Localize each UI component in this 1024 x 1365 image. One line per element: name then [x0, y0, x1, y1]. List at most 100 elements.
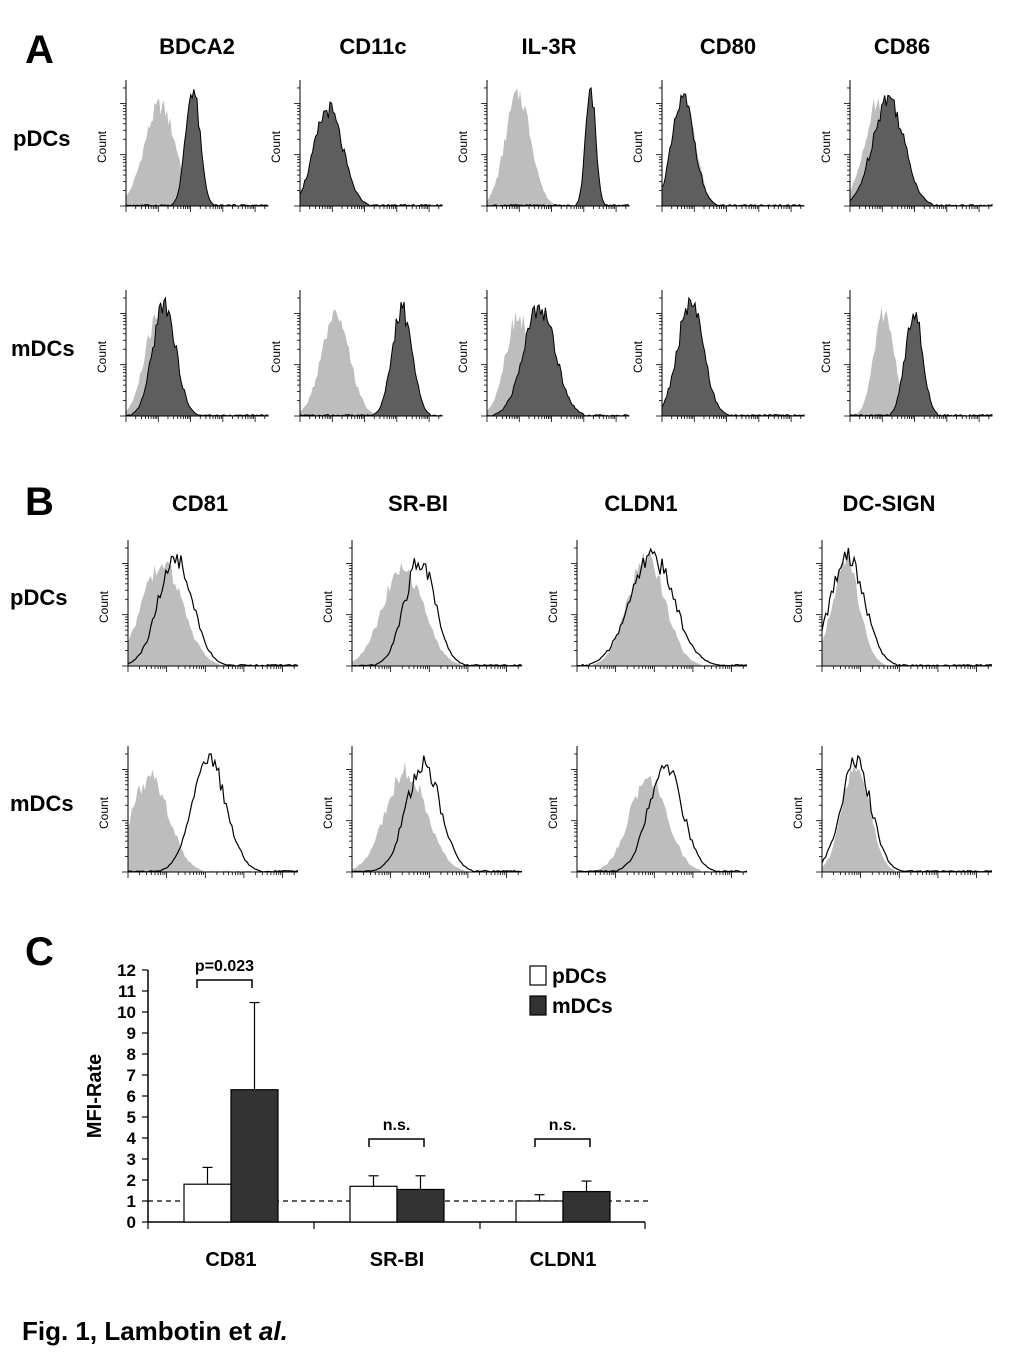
- count-axis-label: Count: [269, 130, 283, 163]
- panel-a-letter: A: [25, 28, 54, 72]
- panel-b-row-label: pDCs: [10, 585, 68, 610]
- count-axis-label: Count: [546, 796, 560, 829]
- significance-label: p=0.023: [195, 958, 254, 975]
- isotype-histogram: [128, 561, 298, 666]
- count-axis-label: Count: [631, 130, 645, 163]
- isotype-histogram: [352, 761, 522, 872]
- y-tick-label: 5: [127, 1108, 136, 1127]
- isotype-histogram: [487, 88, 629, 206]
- bar-mdcs: [562, 1190, 611, 1223]
- count-axis-label: Count: [269, 340, 283, 373]
- marker-histogram: [661, 93, 805, 207]
- x-category-label: CLDN1: [530, 1249, 597, 1271]
- significance-label: n.s.: [383, 1117, 411, 1134]
- panel-a-column-header: CD11c: [339, 34, 407, 59]
- y-tick-label: 2: [127, 1171, 136, 1190]
- count-axis-label: Count: [456, 130, 470, 163]
- panel-a-column-header: CD86: [873, 34, 931, 59]
- isotype-histogram: [822, 554, 992, 666]
- count-axis-label: Count: [97, 796, 111, 829]
- panel-a-column-header: BDCA2: [159, 34, 235, 59]
- count-axis-label: Count: [791, 796, 805, 829]
- marker-histogram: [821, 754, 993, 873]
- y-axis-title: MFI-Rate: [84, 1054, 106, 1138]
- significance-bracket: [534, 1138, 591, 1147]
- legend-swatch: [529, 995, 547, 1016]
- marker-histogram: [576, 764, 748, 873]
- y-tick-label: 8: [127, 1045, 136, 1064]
- legend-label: pDCs: [552, 965, 607, 988]
- panel-b-row-label: mDCs: [10, 791, 74, 816]
- marker-histogram: [661, 296, 805, 417]
- panel-a-row-label: mDCs: [11, 336, 75, 361]
- count-axis-label: Count: [791, 590, 805, 623]
- count-axis-label: Count: [819, 130, 833, 163]
- marker-histogram: [299, 101, 443, 207]
- panel-a-histograms: Count Count Count Count Count Count Count Count…: [95, 80, 993, 422]
- significance-label: n.s.: [549, 1117, 577, 1134]
- marker-histogram: [576, 547, 747, 667]
- figure-caption: Fig. 1, Lambotin et al.: [22, 1316, 288, 1347]
- isotype-histogram: [128, 769, 298, 872]
- caption-text: Fig. 1, Lambotin et: [22, 1316, 259, 1346]
- y-tick-label: 11: [118, 982, 136, 1001]
- count-axis-label: Count: [95, 340, 109, 373]
- x-category-label: CD81: [205, 1249, 256, 1271]
- count-axis-label: Count: [819, 340, 833, 373]
- bar-mdcs: [396, 1188, 445, 1223]
- marker-histogram: [125, 296, 269, 417]
- bar-pdcs: [183, 1183, 232, 1223]
- marker-histogram: [127, 554, 299, 667]
- count-axis-label: Count: [97, 590, 111, 623]
- count-axis-label: Count: [546, 590, 560, 623]
- y-tick-label: 7: [127, 1066, 136, 1085]
- panel-b-column-header: CD81: [171, 491, 229, 516]
- marker-histogram: [849, 94, 993, 207]
- marker-histogram: [299, 301, 443, 417]
- panel-b-column-header: SR-BI: [388, 491, 448, 516]
- count-axis-label: Count: [321, 796, 335, 829]
- x-category-label: SR-BI: [370, 1249, 424, 1271]
- isotype-histogram: [822, 763, 992, 872]
- y-tick-label: 4: [127, 1129, 137, 1148]
- panel-c-letter: C: [25, 930, 54, 974]
- marker-histogram: [821, 547, 992, 667]
- isotype-histogram: [850, 306, 992, 416]
- y-tick-label: 3: [127, 1150, 136, 1169]
- marker-histogram: [849, 312, 993, 417]
- panel-a-row-label: pDCs: [13, 126, 71, 151]
- y-tick-label: 9: [127, 1024, 136, 1043]
- marker-histogram: [486, 86, 630, 207]
- marker-histogram: [351, 755, 523, 873]
- isotype-histogram: [300, 309, 442, 416]
- legend-label: mDCs: [552, 995, 613, 1018]
- panel-b-column-header: CLDN1: [604, 491, 678, 516]
- panel-a-column-header: IL-3R: [521, 34, 577, 59]
- bar-pdcs: [349, 1185, 398, 1223]
- count-axis-label: Count: [631, 340, 645, 373]
- isotype-histogram: [577, 776, 747, 872]
- legend-swatch: [529, 965, 547, 986]
- panel-b-letter: B: [25, 480, 54, 524]
- isotype-histogram: [577, 550, 747, 666]
- y-tick-label: 12: [117, 961, 136, 980]
- panel-b-column-header: DC-SIGN: [842, 491, 936, 516]
- count-axis-label: Count: [321, 590, 335, 623]
- y-tick-label: 10: [117, 1003, 136, 1022]
- count-axis-label: Count: [456, 340, 470, 373]
- y-tick-label: 0: [127, 1213, 136, 1232]
- panel-b-histograms: Count Count Count Count Count Count Count Count: [97, 540, 993, 878]
- bar-pdcs: [515, 1200, 564, 1223]
- significance-bracket: [368, 1138, 425, 1147]
- caption-italic: al.: [258, 1316, 288, 1346]
- isotype-histogram: [126, 98, 268, 206]
- count-axis-label: Count: [95, 130, 109, 163]
- isotype-histogram: [352, 562, 522, 666]
- significance-bracket: [196, 979, 253, 988]
- y-tick-label: 6: [127, 1087, 136, 1106]
- bar-mdcs: [230, 1089, 279, 1223]
- y-tick-label: 1: [127, 1192, 136, 1211]
- panel-a-column-header: CD80: [699, 34, 757, 59]
